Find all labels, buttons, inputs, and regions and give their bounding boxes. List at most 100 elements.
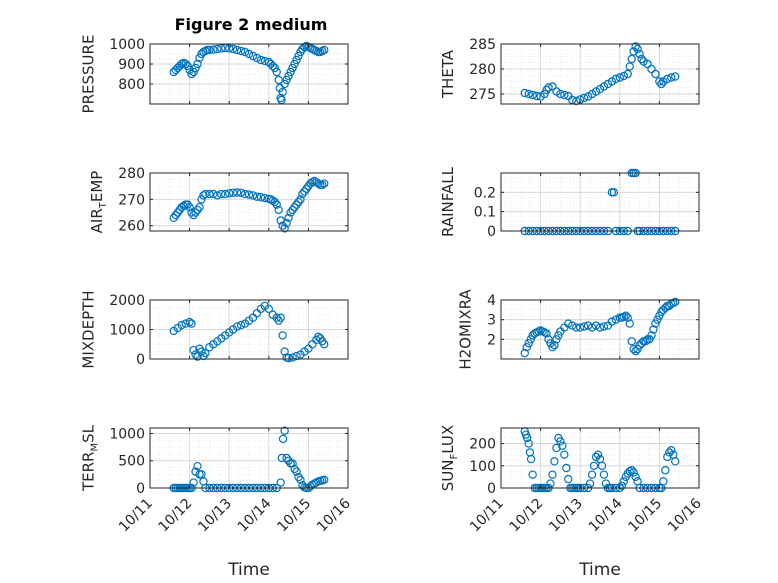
data-point — [546, 339, 555, 348]
data-point — [520, 88, 529, 98]
axes-box — [500, 427, 700, 489]
data-point — [556, 437, 565, 446]
data-point — [532, 91, 541, 101]
data-point — [236, 188, 246, 197]
data-point — [280, 426, 289, 435]
data-point — [595, 323, 605, 332]
x-tick-label: 10/12 — [507, 496, 547, 536]
x-tick-label: 10/13 — [546, 496, 586, 536]
data-point — [221, 189, 230, 199]
data-point — [625, 62, 634, 71]
data-point — [187, 319, 196, 328]
data-point — [629, 468, 638, 477]
data-point — [619, 71, 628, 81]
data-point — [224, 189, 234, 198]
data-point — [248, 51, 258, 61]
x-tick-label: 10/12 — [156, 496, 196, 536]
data-point — [542, 85, 551, 95]
data-point — [542, 329, 551, 338]
data-point — [659, 477, 668, 486]
data-point — [579, 322, 589, 331]
data-point — [548, 82, 557, 91]
data-point — [201, 189, 210, 199]
data-point — [631, 346, 640, 356]
data-point — [522, 343, 531, 352]
data-point — [280, 79, 289, 89]
data-point — [173, 63, 182, 73]
y-axis-label: H2OMIXRA — [456, 289, 474, 370]
y-axis-label: RAINFALL — [439, 166, 457, 237]
data-point — [655, 311, 664, 320]
data-point — [635, 49, 644, 59]
subplot-mixdepth: 0 1000 2000 MIXDEPTH — [80, 290, 349, 369]
subplot-terr-msl: 0 500 1000 TERRMSL 10/11 10/12 10/13 10/14 10/15… — [80, 424, 354, 580]
data-point — [526, 335, 535, 344]
y-tick-label: 800 — [118, 77, 145, 93]
x-tick-label: 10/16 — [314, 495, 354, 535]
data-point — [627, 337, 636, 346]
data-point — [667, 73, 676, 82]
data-point — [663, 74, 672, 84]
y-tick-label: 260 — [118, 219, 145, 235]
data-point — [252, 192, 262, 201]
data-point — [191, 208, 200, 217]
data-point — [572, 323, 581, 332]
data-point — [526, 454, 536, 464]
data-point — [607, 317, 617, 326]
data-point — [248, 191, 258, 200]
data-point — [631, 42, 640, 51]
x-axis-label: Time — [227, 560, 270, 580]
data-point — [179, 201, 188, 211]
data-point — [631, 472, 640, 482]
data-point — [524, 339, 533, 348]
y-tick-label: 1000 — [109, 426, 145, 442]
data-point — [228, 44, 238, 54]
data-point — [193, 461, 202, 471]
data-point — [187, 69, 196, 79]
data-point — [213, 191, 222, 200]
data-point — [637, 339, 646, 348]
data-point — [320, 179, 329, 188]
data-point — [278, 434, 288, 444]
data-point — [177, 320, 186, 330]
data-point — [671, 72, 680, 81]
y-tick-label: 280 — [118, 166, 145, 182]
data-point — [284, 71, 293, 81]
x-tick-label: 10/14 — [235, 495, 275, 535]
data-point — [653, 315, 662, 324]
data-point — [278, 87, 287, 97]
data-point — [587, 470, 597, 479]
data-point — [647, 64, 656, 74]
y-tick-label: 3 — [487, 313, 496, 329]
data-point — [593, 450, 603, 459]
data-point — [240, 47, 250, 57]
y-tick-label: 285 — [469, 37, 496, 53]
data-point — [282, 75, 291, 85]
data-point — [232, 188, 242, 197]
data-point — [290, 59, 299, 69]
data-point — [546, 479, 555, 488]
data-point — [544, 83, 553, 92]
data-point — [647, 331, 656, 340]
data-point — [183, 61, 192, 71]
data-point — [298, 189, 307, 199]
data-point — [296, 195, 305, 204]
data-point — [276, 478, 285, 487]
data-point — [623, 69, 632, 79]
data-point — [232, 322, 242, 331]
data-point — [548, 470, 557, 479]
data-point — [528, 90, 537, 100]
data-point — [193, 59, 202, 69]
data-point — [617, 481, 626, 490]
data-point — [193, 352, 202, 361]
data-point — [264, 304, 273, 314]
data-point — [583, 321, 593, 330]
subplot-rainfall: 0 0.1 0.2 RAINFALL — [439, 166, 700, 240]
data-point — [554, 331, 563, 340]
y-tick-label: 200 — [469, 437, 496, 453]
data-point — [655, 77, 664, 86]
data-point — [288, 459, 297, 468]
data-point — [244, 49, 254, 59]
data-point — [627, 54, 636, 64]
